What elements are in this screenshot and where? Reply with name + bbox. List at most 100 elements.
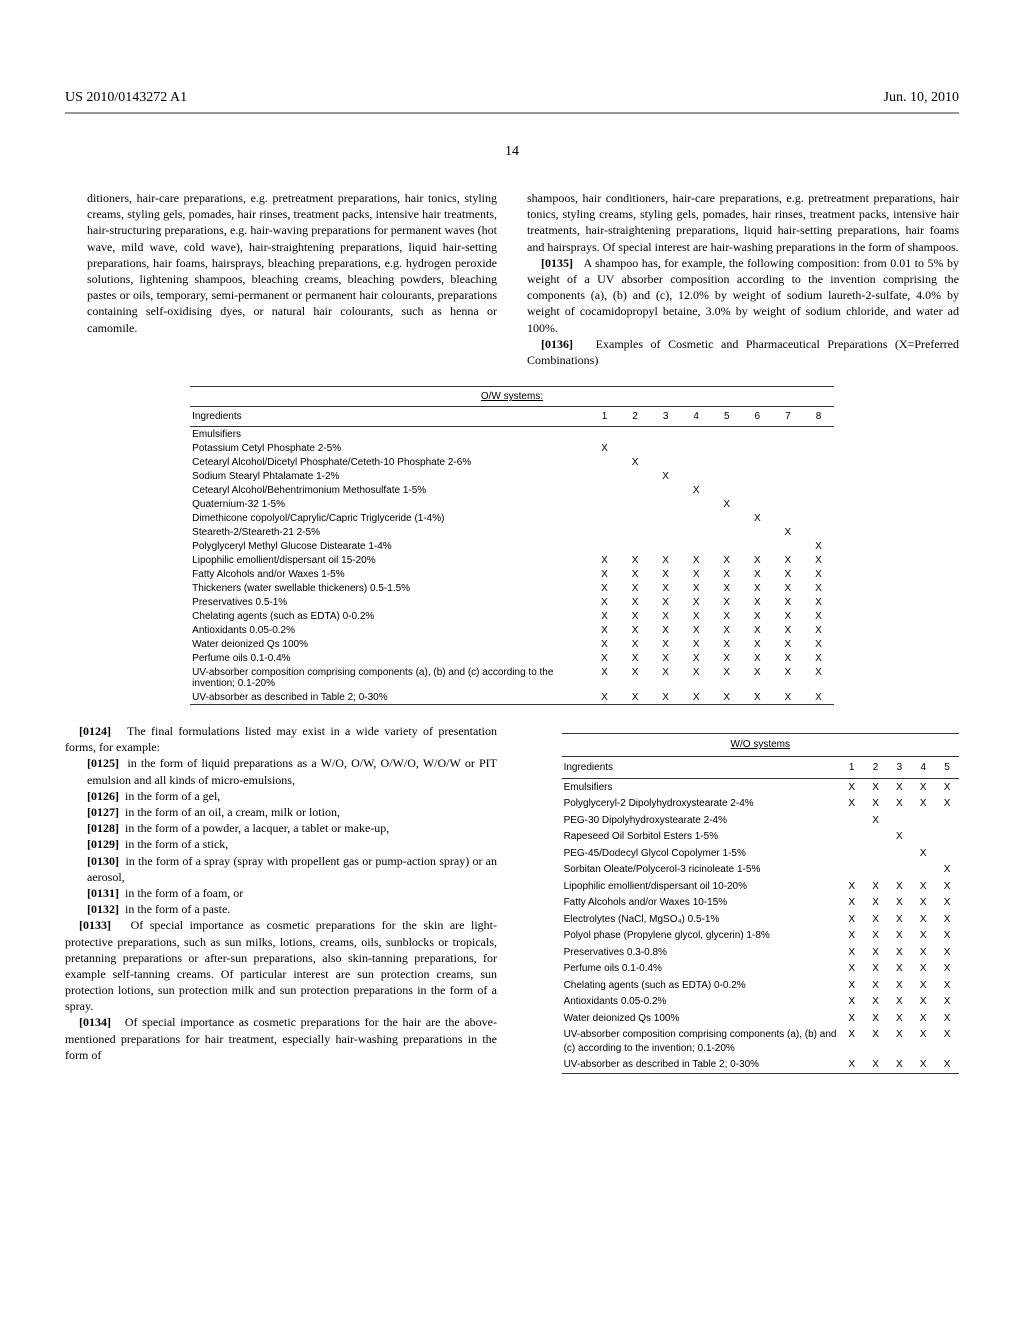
table-cell: [803, 469, 834, 483]
table-row-label: Lipophilic emollient/dispersant oil 10-2…: [562, 878, 840, 895]
table-cell: X: [773, 690, 804, 705]
para-0126: [0126] in the form of a gel,: [87, 788, 497, 804]
table-cell: [620, 497, 651, 511]
table-cell: X: [650, 609, 681, 623]
table-cell: X: [650, 567, 681, 581]
table-cell: [773, 483, 804, 497]
table-cell: [681, 441, 712, 455]
table-cell: X: [803, 637, 834, 651]
table-cell: X: [840, 994, 864, 1011]
table-cell: X: [773, 637, 804, 651]
table-col-head: 1: [840, 756, 864, 779]
table-cell: [911, 829, 935, 846]
para-0133-text: Of special importance as cosmetic prepar…: [65, 918, 497, 1013]
pub-number: US 2010/0143272 A1: [65, 90, 187, 106]
table-cell: X: [911, 977, 935, 994]
table-cell: [840, 862, 864, 879]
table-row-label: Electrolytes (NaCl, MgSO₄) 0.5-1%: [562, 911, 840, 928]
table-cell: X: [887, 779, 911, 796]
table-cell: [620, 483, 651, 497]
table-cell: X: [911, 895, 935, 912]
para-num-0131: [0131]: [87, 886, 119, 900]
wo-systems-table: W/O systemsIngredients12345EmulsifiersXX…: [562, 733, 959, 1074]
table-row-label: Sorbitan Oleate/Polycerol-3 ricinoleate …: [562, 862, 840, 879]
table-row-label: Water deionized Qs 100%: [562, 1010, 840, 1027]
table-row-label: PEG-30 Dipolyhydroxystearate 2-4%: [562, 812, 840, 829]
table-cell: X: [711, 690, 742, 705]
table-cell: X: [887, 911, 911, 928]
table-cell: X: [681, 637, 712, 651]
table-cell: [711, 441, 742, 455]
para-0127-text: in the form of an oil, a cream, milk or …: [125, 805, 340, 819]
table-cell: [681, 511, 712, 525]
table-cell: [620, 441, 651, 455]
right-column-top: shampoos, hair conditioners, hair-care p…: [527, 190, 959, 368]
table-cell: [681, 525, 712, 539]
table-cell: X: [620, 623, 651, 637]
table-row-label: Steareth-2/Steareth-21 2-5%: [190, 525, 589, 539]
table-cell: [589, 427, 620, 442]
table-row-label: Chelating agents (such as EDTA) 0-0.2%: [190, 609, 589, 623]
table-cell: X: [650, 595, 681, 609]
table-cell: [803, 497, 834, 511]
table-cell: X: [935, 1010, 959, 1027]
table-cell: [864, 845, 888, 862]
table-row-label: UV-absorber as described in Table 2; 0-3…: [562, 1057, 840, 1074]
table-cell: [650, 525, 681, 539]
table-cell: [803, 483, 834, 497]
table-cell: X: [773, 581, 804, 595]
para-num-0132: [0132]: [87, 902, 119, 916]
table-cell: X: [840, 1010, 864, 1027]
table-cell: [773, 455, 804, 469]
table-cell: X: [864, 1010, 888, 1027]
table-cell: X: [935, 779, 959, 796]
table-cell: X: [681, 483, 712, 497]
table-cell: X: [864, 977, 888, 994]
para-num-0129: [0129]: [87, 837, 119, 851]
table-row-label: Perfume oils 0.1-0.4%: [562, 961, 840, 978]
table-cell: X: [742, 595, 773, 609]
table-cell: X: [681, 665, 712, 690]
para-num-0136: [0136]: [541, 337, 573, 351]
para-0130-text: in the form of a spray (spray with prope…: [87, 854, 497, 884]
table-cell: X: [773, 525, 804, 539]
table-row-label: Lipophilic emollient/dispersant oil 15-2…: [190, 553, 589, 567]
table-cell: X: [711, 665, 742, 690]
table-cell: X: [935, 961, 959, 978]
table-cell: X: [840, 928, 864, 945]
table-cell: X: [681, 595, 712, 609]
table-row-label: Chelating agents (such as EDTA) 0-0.2%: [562, 977, 840, 994]
table-col-head: 6: [742, 407, 773, 427]
table-cell: X: [864, 812, 888, 829]
table-head-label: Ingredients: [190, 407, 589, 427]
table-cell: [887, 845, 911, 862]
table-cell: X: [935, 928, 959, 945]
table-cell: X: [911, 1057, 935, 1074]
table-cell: X: [911, 779, 935, 796]
table-cell: [864, 862, 888, 879]
para-cont: ditioners, hair-care preparations, e.g. …: [65, 190, 497, 336]
table-cell: [803, 441, 834, 455]
para-0125-text: in the form of liquid preparations as a …: [87, 756, 497, 786]
table-row-label: Fatty Alcohols and/or Waxes 1-5%: [190, 567, 589, 581]
table-cell: [589, 455, 620, 469]
para-0135-text: A shampoo has, for example, the followin…: [527, 256, 959, 335]
table-cell: X: [589, 567, 620, 581]
table-cell: [742, 469, 773, 483]
table-cell: X: [935, 796, 959, 813]
table-cell: X: [773, 623, 804, 637]
table-cell: [711, 511, 742, 525]
table-row-label: Preservatives 0.3-0.8%: [562, 944, 840, 961]
table-row-label: UV-absorber as described in Table 2; 0-3…: [190, 690, 589, 705]
table-row-label: Emulsifiers: [190, 427, 589, 442]
table-cell: [650, 511, 681, 525]
table-cell: X: [911, 911, 935, 928]
table-cell: X: [711, 609, 742, 623]
table-cell: X: [773, 553, 804, 567]
table-col-head: 4: [911, 756, 935, 779]
table-cell: X: [803, 665, 834, 690]
table-cell: [864, 829, 888, 846]
table-cell: X: [681, 553, 712, 567]
para-0131-text: in the form of a foam, or: [125, 886, 243, 900]
table-cell: [650, 441, 681, 455]
